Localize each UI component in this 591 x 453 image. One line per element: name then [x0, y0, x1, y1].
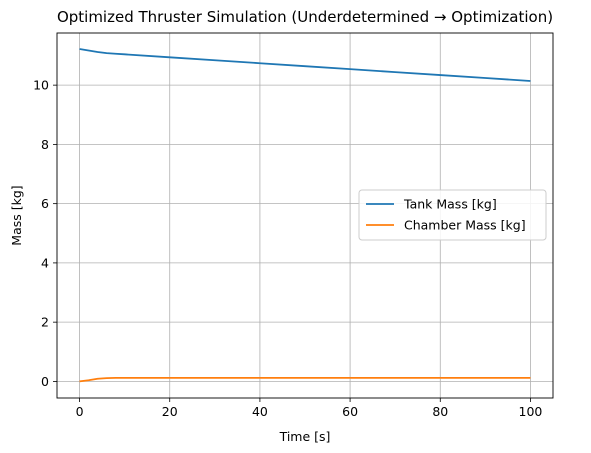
y-tick-label: 4 [41, 255, 49, 270]
legend-label-chamber-mass: Chamber Mass [kg] [404, 218, 526, 233]
legend-box [358, 189, 547, 241]
x-tick-label: 60 [342, 404, 358, 419]
legend-label-tank-mass: Tank Mass [kg] [403, 197, 497, 212]
y-tick-label: 10 [33, 78, 49, 93]
legend: Tank Mass [kg] Chamber Mass [kg] [358, 189, 547, 241]
y-tick-label: 2 [41, 315, 49, 330]
x-axis-label: Time [s] [279, 429, 331, 444]
series-line-tank-mass [79, 48, 531, 82]
plot-frame [56, 32, 554, 399]
x-tick-label: 0 [76, 404, 84, 419]
x-axis-ticks: 0 20 40 60 80 100 [76, 398, 543, 419]
chart-title: Optimized Thruster Simulation (Underdete… [57, 8, 553, 26]
y-axis-ticks: 0 2 4 6 8 10 [33, 78, 57, 389]
y-tick-label: 8 [41, 137, 49, 152]
x-tick-label: 80 [432, 404, 448, 419]
x-tick-label: 100 [519, 404, 543, 419]
x-tick-label: 20 [162, 404, 178, 419]
x-tick-label: 40 [252, 404, 268, 419]
y-axis-label: Mass [kg] [9, 185, 24, 245]
y-tick-label: 0 [41, 374, 49, 389]
series-group [79, 48, 531, 383]
series-line-chamber-mass [79, 376, 531, 383]
y-tick-label: 6 [41, 196, 49, 211]
